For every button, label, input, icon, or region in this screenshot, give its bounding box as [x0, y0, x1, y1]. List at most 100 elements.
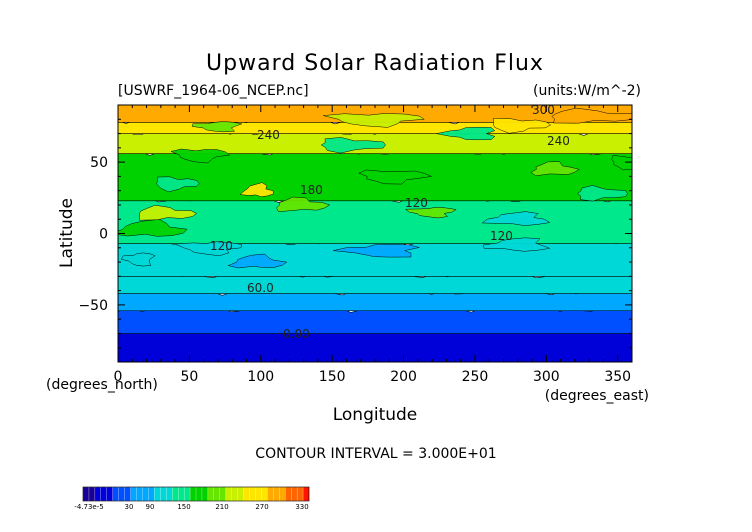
colorbar-frame	[82, 486, 310, 502]
colorbar-cell	[285, 486, 292, 502]
x-tick-label: 300	[533, 369, 560, 385]
colorbar-label: 210	[215, 503, 228, 511]
heatmap-patch	[577, 185, 628, 202]
heatmap-patch	[551, 107, 632, 124]
x-unit-label: (degrees_east)	[545, 388, 649, 404]
colorbar-cell	[100, 486, 108, 502]
x-axis-label: Longitude	[333, 405, 418, 425]
colorbar-cell	[142, 486, 149, 502]
heatmap-patch	[333, 244, 420, 258]
heatmap-patch	[481, 211, 551, 226]
contour-label: 0.00	[283, 327, 310, 341]
colorbar-cell	[231, 486, 239, 502]
colorbar	[82, 486, 310, 502]
colorbar-cell	[219, 486, 227, 502]
heatmap-patch	[530, 161, 580, 177]
heatmap-patch	[276, 196, 331, 212]
contour-label: 240	[547, 134, 570, 148]
contour-label: 120	[405, 196, 428, 210]
colorbar-cell	[237, 486, 245, 502]
contour-label: 120	[210, 239, 233, 253]
y-tick-label: −50	[78, 298, 108, 314]
colorbar-cell	[273, 486, 280, 502]
heatmap-patch	[191, 121, 243, 133]
y-tick-label: 0	[99, 227, 108, 243]
colorbar-cell	[207, 486, 215, 502]
x-axis-ticks: 0 50 100 150 200 250 300 350	[114, 105, 631, 385]
y-axis-ticks: 50 0 −50	[78, 118, 632, 349]
heatmap-patch	[493, 118, 552, 134]
heatmap-patch	[227, 253, 288, 269]
chart-title: Upward Solar Radiation Flux	[206, 51, 544, 76]
colorbar-cell	[130, 486, 137, 502]
heatmap-patch	[323, 113, 425, 128]
heatmap-band	[118, 105, 632, 123]
colorbar-label: 90	[146, 503, 155, 511]
colorbar-label: 150	[177, 503, 190, 511]
colorbar-cell	[148, 486, 155, 502]
colorbar-cell	[106, 486, 114, 502]
colorbar-cell	[249, 486, 256, 502]
heatmap-patch	[170, 148, 231, 164]
x-tick-label: 0	[114, 369, 123, 385]
contour-label: 180	[300, 183, 323, 197]
units-label: (units:W/m^-2)	[533, 83, 641, 99]
colorbar-label: -4.73e-5	[74, 503, 103, 511]
colorbar-cell	[82, 486, 90, 502]
y-axis-label: Latitude	[57, 198, 77, 268]
contour-label: 120	[490, 229, 513, 243]
colorbar-cell	[213, 486, 221, 502]
file-label: [USWRF_1964-06_NCEP.nc]	[118, 83, 309, 99]
colorbar-cell	[201, 486, 209, 502]
colorbar-cell	[112, 486, 120, 502]
x-tick-label: 50	[180, 369, 198, 385]
heatmap-detail	[118, 107, 632, 269]
colorbar-cell	[261, 486, 268, 502]
colorbar-labels: -4.73e-5 30 90 150 210 270 330	[74, 503, 308, 511]
colorbar-cell	[154, 486, 161, 502]
contour-label: 300	[532, 103, 555, 117]
y-unit-label: (degrees_north)	[46, 377, 158, 393]
colorbar-label: 270	[255, 503, 268, 511]
colorbar-cell	[183, 486, 191, 502]
x-tick-label: 250	[462, 369, 489, 385]
colorbar-cell	[124, 486, 132, 502]
colorbar-cell	[118, 486, 126, 502]
heatmap-patch	[482, 237, 550, 252]
colorbar-cell	[255, 486, 262, 502]
heatmap-patch	[120, 252, 156, 267]
colorbar-cell	[172, 486, 179, 502]
x-tick-label: 350	[604, 369, 631, 385]
heatmap-patch	[174, 241, 243, 257]
colorbar-label: 330	[295, 503, 308, 511]
heatmap-patch	[358, 169, 433, 185]
colorbar-cell	[225, 486, 233, 502]
heatmap-patch	[611, 155, 632, 171]
heatmap-patch	[320, 137, 386, 154]
contour-label-group: 300 240 240 180 120 120 120 60.0 0.00	[210, 103, 570, 341]
contour-label: 240	[257, 128, 280, 142]
colorbar-cell	[88, 486, 96, 502]
colorbar-cell	[291, 486, 298, 502]
colorbar-label: 30	[125, 503, 134, 511]
contour-interval: CONTOUR INTERVAL = 3.000E+01	[255, 446, 496, 462]
x-tick-label: 150	[319, 369, 346, 385]
colorbar-cell	[166, 486, 173, 502]
heatmap-patch	[118, 218, 188, 237]
x-tick-label: 100	[247, 369, 274, 385]
colorbar-cell	[136, 486, 143, 502]
colorbar-cell	[189, 486, 197, 502]
colorbar-cell	[160, 486, 167, 502]
colorbar-cell	[243, 486, 250, 502]
y-tick-label: 50	[90, 155, 108, 171]
heatmap-patch	[139, 204, 197, 221]
colorbar-cell	[94, 486, 102, 502]
x-tick-label: 200	[390, 369, 417, 385]
heatmap-patch	[239, 182, 274, 198]
colorbar-cell	[178, 486, 185, 502]
heatmap-patch	[436, 127, 496, 141]
contour-label: 60.0	[247, 281, 274, 295]
heatmap-patch	[156, 176, 200, 193]
colorbar-cell	[296, 486, 304, 502]
